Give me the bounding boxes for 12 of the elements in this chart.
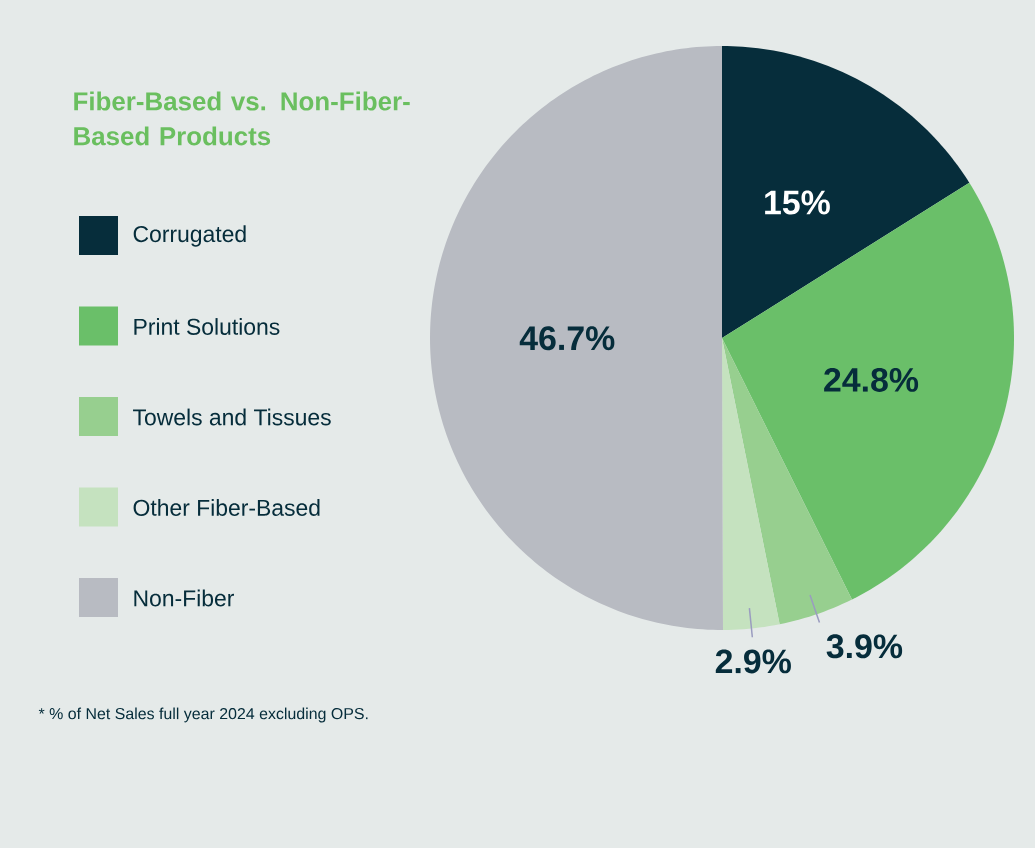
legend-label: Other Fiber-Based [133,499,320,516]
data-label: 46.7% [519,326,615,351]
data-label: 15% [765,190,830,215]
legend-label: Print Solutions [134,318,280,335]
legend-label: Corrugated [133,225,246,247]
data-label: 3.9% [826,634,903,659]
data-label: 24.8% [824,367,919,392]
data-label: 2.9% [715,649,791,674]
text: Fiber-Based vs. Non-Fiber-Based Products [74,91,410,146]
legend-label: Non-Fiber [134,589,234,607]
text: * % of Net Sales full year 2024 excluding OPS. [38,707,368,723]
legend-label: Towels and Tissues [133,408,331,426]
